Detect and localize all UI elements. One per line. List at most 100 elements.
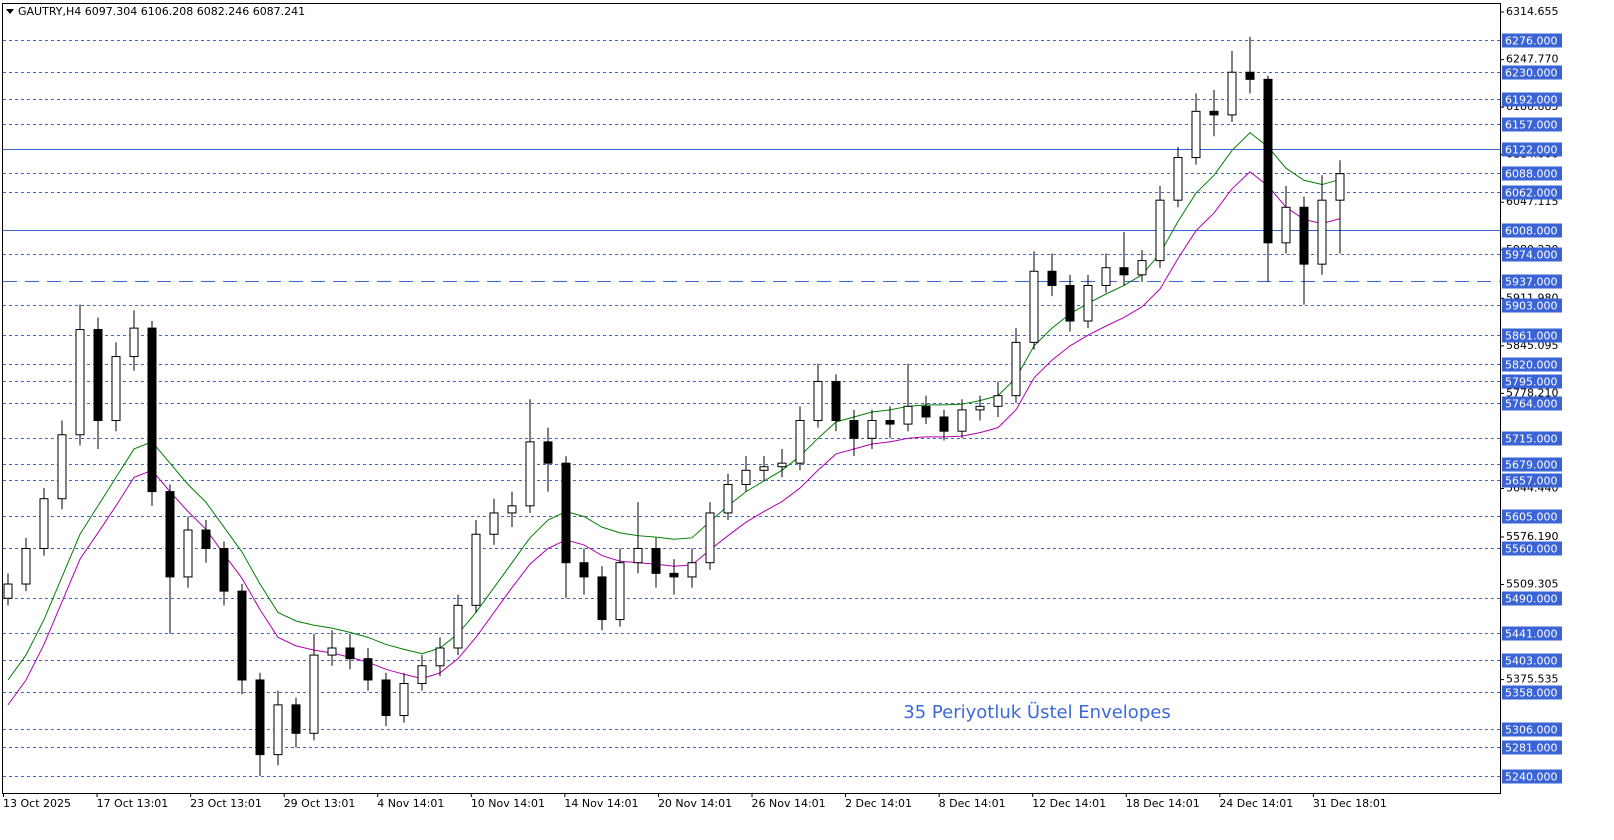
candle-body bbox=[309, 654, 319, 734]
candle-body bbox=[561, 462, 571, 564]
level-label: 5715.000 bbox=[1505, 433, 1558, 446]
level-label: 6192.000 bbox=[1505, 94, 1558, 107]
level-tag bbox=[1502, 722, 1562, 737]
candle-body bbox=[1191, 110, 1201, 159]
candle-body bbox=[741, 469, 751, 486]
candle-body bbox=[129, 327, 139, 358]
y-tick-label: 5375.535 bbox=[1506, 673, 1559, 686]
level-label: 5306.000 bbox=[1505, 724, 1558, 737]
candle-body bbox=[705, 512, 715, 564]
level-tag bbox=[1502, 65, 1562, 80]
x-tick-label: 2 Dec 14:01 bbox=[845, 797, 912, 810]
candle-body bbox=[201, 529, 211, 549]
level-tag bbox=[1502, 92, 1562, 107]
level-label: 5441.000 bbox=[1505, 628, 1558, 641]
y-tick-label: 5778.210 bbox=[1506, 386, 1559, 399]
candle-body bbox=[1245, 71, 1255, 80]
level-tag bbox=[1502, 769, 1562, 784]
candle-body bbox=[1227, 71, 1237, 116]
x-tick-label: 8 Dec 14:01 bbox=[939, 797, 1006, 810]
candle-body bbox=[219, 547, 229, 592]
candle-body bbox=[255, 679, 265, 756]
chart-title: GAUTRY,H4 6097.304 6106.208 6082.246 608… bbox=[18, 5, 305, 18]
level-label: 6230.000 bbox=[1505, 67, 1558, 80]
level-tag bbox=[1502, 274, 1562, 289]
menu-arrow[interactable] bbox=[6, 9, 14, 14]
candle-body bbox=[669, 572, 679, 578]
level-label: 5903.000 bbox=[1505, 300, 1558, 313]
x-tick-label: 14 Nov 14:01 bbox=[564, 797, 638, 810]
candle-body bbox=[777, 462, 787, 468]
candle-body bbox=[417, 665, 427, 685]
candle-body bbox=[1065, 284, 1075, 322]
level-tag bbox=[1502, 33, 1562, 48]
candle-body bbox=[39, 498, 49, 549]
level-tag bbox=[1502, 357, 1562, 372]
candle-body bbox=[1335, 173, 1345, 201]
candle-body bbox=[1263, 78, 1273, 244]
level-tag bbox=[1502, 185, 1562, 200]
candle-body bbox=[93, 329, 103, 422]
x-tick-label: 31 Dec 18:01 bbox=[1313, 797, 1387, 810]
x-tick-label: 10 Nov 14:01 bbox=[471, 797, 545, 810]
candle-body bbox=[651, 547, 661, 574]
candle-body bbox=[723, 484, 733, 514]
level-label: 5764.000 bbox=[1505, 398, 1558, 411]
level-tag bbox=[1502, 626, 1562, 641]
x-tick-label: 29 Oct 13:01 bbox=[284, 797, 356, 810]
candle-body bbox=[525, 441, 535, 507]
candle-body bbox=[615, 562, 625, 621]
x-tick-label: 23 Oct 13:01 bbox=[190, 797, 262, 810]
candle-body bbox=[111, 356, 121, 422]
candle-body bbox=[831, 380, 841, 422]
candle-body bbox=[237, 590, 247, 681]
y-tick-label: 5576.190 bbox=[1506, 530, 1559, 543]
candle-body bbox=[1029, 270, 1039, 343]
candle-body bbox=[903, 405, 913, 425]
candle-body bbox=[273, 704, 283, 756]
level-label: 5281.000 bbox=[1505, 742, 1558, 755]
candle-body bbox=[471, 533, 481, 606]
level-tag bbox=[1502, 396, 1562, 411]
level-label: 5560.000 bbox=[1505, 543, 1558, 556]
candle-body bbox=[1119, 267, 1129, 276]
candle-body bbox=[813, 380, 823, 422]
level-label: 5358.000 bbox=[1505, 687, 1558, 700]
envelope-line bbox=[7, 131, 1341, 681]
level-label: 6276.000 bbox=[1505, 35, 1558, 48]
candle-body bbox=[687, 562, 697, 578]
x-tick-label: 17 Oct 13:01 bbox=[97, 797, 169, 810]
level-label: 6088.000 bbox=[1505, 168, 1558, 181]
level-tag bbox=[1502, 541, 1562, 556]
candle-body bbox=[921, 405, 931, 418]
level-tag bbox=[1502, 457, 1562, 472]
candle-body bbox=[885, 420, 895, 425]
y-tick-label: 6247.770 bbox=[1506, 53, 1559, 66]
candle-body bbox=[1101, 267, 1111, 286]
level-label: 6157.000 bbox=[1505, 119, 1558, 132]
level-tag bbox=[1502, 374, 1562, 389]
level-label: 6062.000 bbox=[1505, 187, 1558, 200]
candle-body bbox=[3, 583, 13, 599]
candle-body bbox=[363, 658, 373, 681]
level-tag bbox=[1502, 685, 1562, 700]
level-label: 5974.000 bbox=[1505, 249, 1558, 262]
y-tick-label: 5509.305 bbox=[1506, 578, 1559, 591]
candle-body bbox=[1209, 110, 1219, 116]
candle-body bbox=[1047, 270, 1057, 286]
level-tag bbox=[1502, 223, 1562, 238]
x-tick-label: 12 Dec 14:01 bbox=[1032, 797, 1106, 810]
level-label: 5679.000 bbox=[1505, 459, 1558, 472]
level-label: 5490.000 bbox=[1505, 593, 1558, 606]
x-tick-label: 26 Nov 14:01 bbox=[752, 797, 826, 810]
candle-body bbox=[579, 562, 589, 578]
level-tag bbox=[1502, 142, 1562, 157]
candle-body bbox=[633, 547, 643, 564]
level-label: 5403.000 bbox=[1505, 655, 1558, 668]
level-tag bbox=[1502, 473, 1562, 488]
level-label: 5861.000 bbox=[1505, 330, 1558, 343]
x-tick-label: 24 Dec 14:01 bbox=[1219, 797, 1293, 810]
candle-body bbox=[849, 420, 859, 439]
candle-body bbox=[291, 704, 301, 734]
